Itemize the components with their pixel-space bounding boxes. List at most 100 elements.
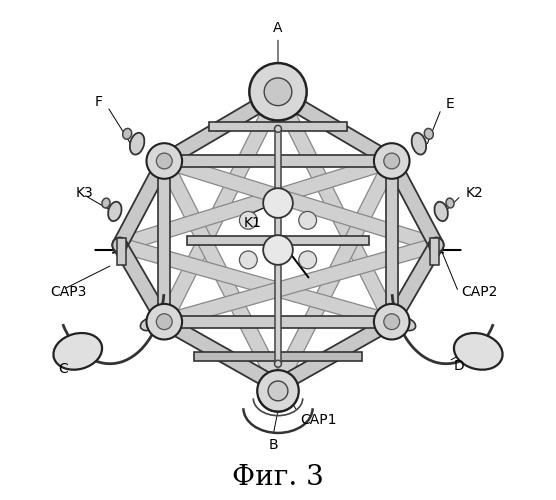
Bar [186,236,370,245]
Circle shape [384,154,399,168]
Circle shape [146,143,182,179]
Circle shape [271,378,285,394]
Circle shape [156,314,172,330]
Circle shape [429,238,444,252]
Text: CAP1: CAP1 [300,413,337,427]
Circle shape [384,314,399,329]
Ellipse shape [411,133,426,154]
Circle shape [299,212,316,229]
Polygon shape [274,315,395,392]
Circle shape [240,251,257,269]
Circle shape [157,154,172,168]
Circle shape [386,155,398,167]
Circle shape [384,154,399,168]
Text: Фиг. 3: Фиг. 3 [232,464,324,491]
Circle shape [158,155,170,167]
Ellipse shape [123,128,132,139]
Circle shape [271,87,285,102]
Ellipse shape [398,318,416,330]
Circle shape [374,304,410,340]
Circle shape [249,63,307,120]
Bar [208,122,348,131]
Circle shape [275,360,281,367]
Circle shape [157,314,172,329]
Polygon shape [385,158,443,248]
Text: D: D [454,359,464,373]
Polygon shape [158,161,170,322]
Circle shape [271,378,285,394]
Circle shape [112,238,127,252]
Polygon shape [161,88,282,168]
Circle shape [157,314,172,329]
Polygon shape [271,158,398,390]
Circle shape [264,78,292,106]
Circle shape [157,314,172,329]
Text: C: C [58,362,68,376]
Circle shape [271,378,285,394]
Circle shape [429,238,444,252]
Ellipse shape [53,333,102,370]
Bar [194,352,362,361]
Circle shape [374,143,410,179]
Circle shape [386,316,398,328]
Circle shape [275,126,281,132]
Circle shape [271,87,285,102]
Ellipse shape [130,133,145,154]
Circle shape [158,316,170,328]
Polygon shape [118,238,394,329]
Circle shape [157,154,172,168]
Circle shape [112,238,127,252]
Circle shape [157,314,172,329]
Circle shape [384,154,399,168]
Circle shape [263,235,293,265]
Polygon shape [164,316,392,328]
Text: E: E [446,97,455,111]
Polygon shape [113,242,171,326]
Circle shape [271,378,285,394]
Circle shape [156,153,172,169]
Ellipse shape [434,202,448,221]
Circle shape [146,304,182,340]
Text: K2: K2 [466,186,484,200]
Ellipse shape [446,198,454,208]
Circle shape [158,316,170,328]
Circle shape [429,238,444,252]
Polygon shape [386,161,398,322]
Circle shape [386,316,398,328]
Polygon shape [162,238,438,329]
Circle shape [158,155,170,167]
Text: F: F [95,94,102,108]
Polygon shape [158,91,285,325]
Ellipse shape [424,128,433,139]
Ellipse shape [108,202,122,221]
Circle shape [386,155,398,167]
Circle shape [157,154,172,168]
Bar [117,238,126,265]
Text: CAP3: CAP3 [51,285,87,299]
Text: K1: K1 [244,216,261,230]
Text: A: A [273,21,283,35]
Polygon shape [162,154,439,252]
Text: B: B [268,438,278,452]
Circle shape [271,87,285,102]
Circle shape [157,154,172,168]
Text: CAP2: CAP2 [461,285,497,299]
Ellipse shape [102,198,110,208]
Text: K3: K3 [75,186,93,200]
Circle shape [384,314,399,329]
Polygon shape [161,315,282,392]
Circle shape [384,154,399,168]
Polygon shape [274,88,395,168]
Circle shape [384,314,399,329]
Polygon shape [158,158,285,390]
Circle shape [429,238,444,252]
Circle shape [384,314,399,329]
Polygon shape [275,129,281,364]
Circle shape [112,238,127,252]
Polygon shape [117,154,394,252]
Circle shape [271,87,285,102]
Circle shape [268,381,288,401]
Circle shape [384,153,400,169]
Circle shape [112,238,127,252]
Bar [430,238,439,265]
